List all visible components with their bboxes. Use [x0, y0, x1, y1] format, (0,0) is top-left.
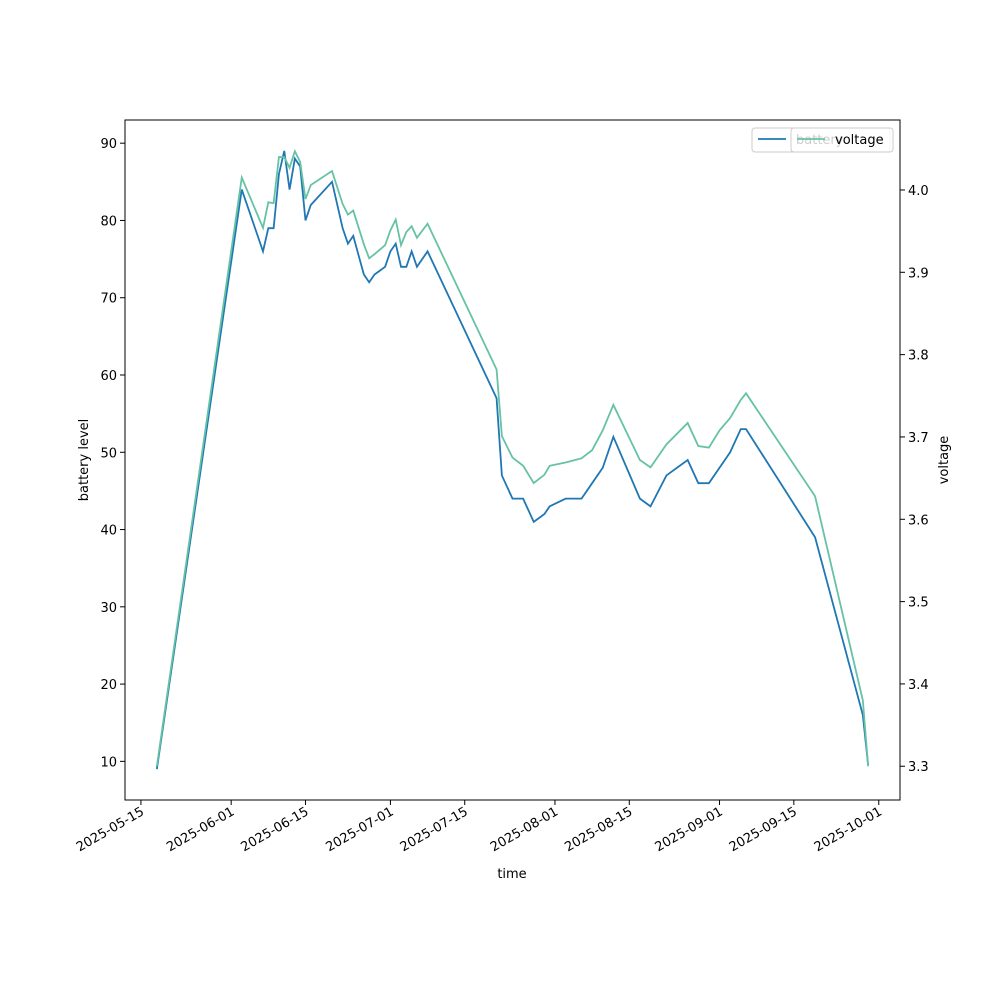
x-tick-label: 2025-10-01: [812, 804, 885, 855]
y-axis-label: battery level: [77, 419, 92, 502]
x-tick-label: 2025-05-15: [74, 804, 147, 855]
y-tick-label: 20: [100, 678, 117, 693]
y-tick-label: 70: [100, 292, 117, 307]
y-tick-label: 40: [100, 524, 117, 539]
y2-tick-label: 3.9: [908, 266, 929, 281]
y2-axis-label: voltage: [937, 436, 952, 485]
x-tick-label: 2025-06-01: [164, 804, 237, 855]
x-tick-label: 2025-08-15: [562, 804, 635, 855]
x-tick-label: 2025-08-01: [488, 804, 561, 855]
y2-tick-label: 3.4: [908, 678, 929, 693]
y-tick-label: 60: [100, 369, 117, 384]
series-line: [155, 150, 870, 770]
x-tick-label: 2025-09-15: [727, 804, 800, 855]
y-tick-label: 50: [100, 446, 117, 461]
y2-tick-label: 4.0: [908, 184, 929, 199]
legend-box: [790, 127, 894, 153]
y2-tick-label: 3.6: [908, 513, 929, 528]
x-tick-label: 2025-06-15: [239, 804, 312, 855]
y2-tick-label: 3.8: [908, 349, 929, 364]
y2-tick-label: 3.5: [908, 596, 929, 611]
y-tick-label: 30: [100, 601, 117, 616]
legend-label: voltage: [835, 133, 884, 148]
x-tick-label: 2025-07-15: [398, 804, 471, 855]
plot-frame: [124, 119, 901, 801]
x-tick-label: 2025-09-01: [653, 804, 726, 855]
y2-tick-label: 3.3: [908, 760, 929, 775]
y-tick-label: 80: [100, 214, 117, 229]
series-line: [155, 148, 870, 767]
y2-tick-label: 3.7: [908, 431, 929, 446]
y-tick-label: 10: [100, 755, 117, 770]
x-tick-label: 2025-07-01: [323, 804, 396, 855]
x-axis-label: time: [497, 867, 526, 882]
y-tick-label: 90: [100, 137, 117, 152]
